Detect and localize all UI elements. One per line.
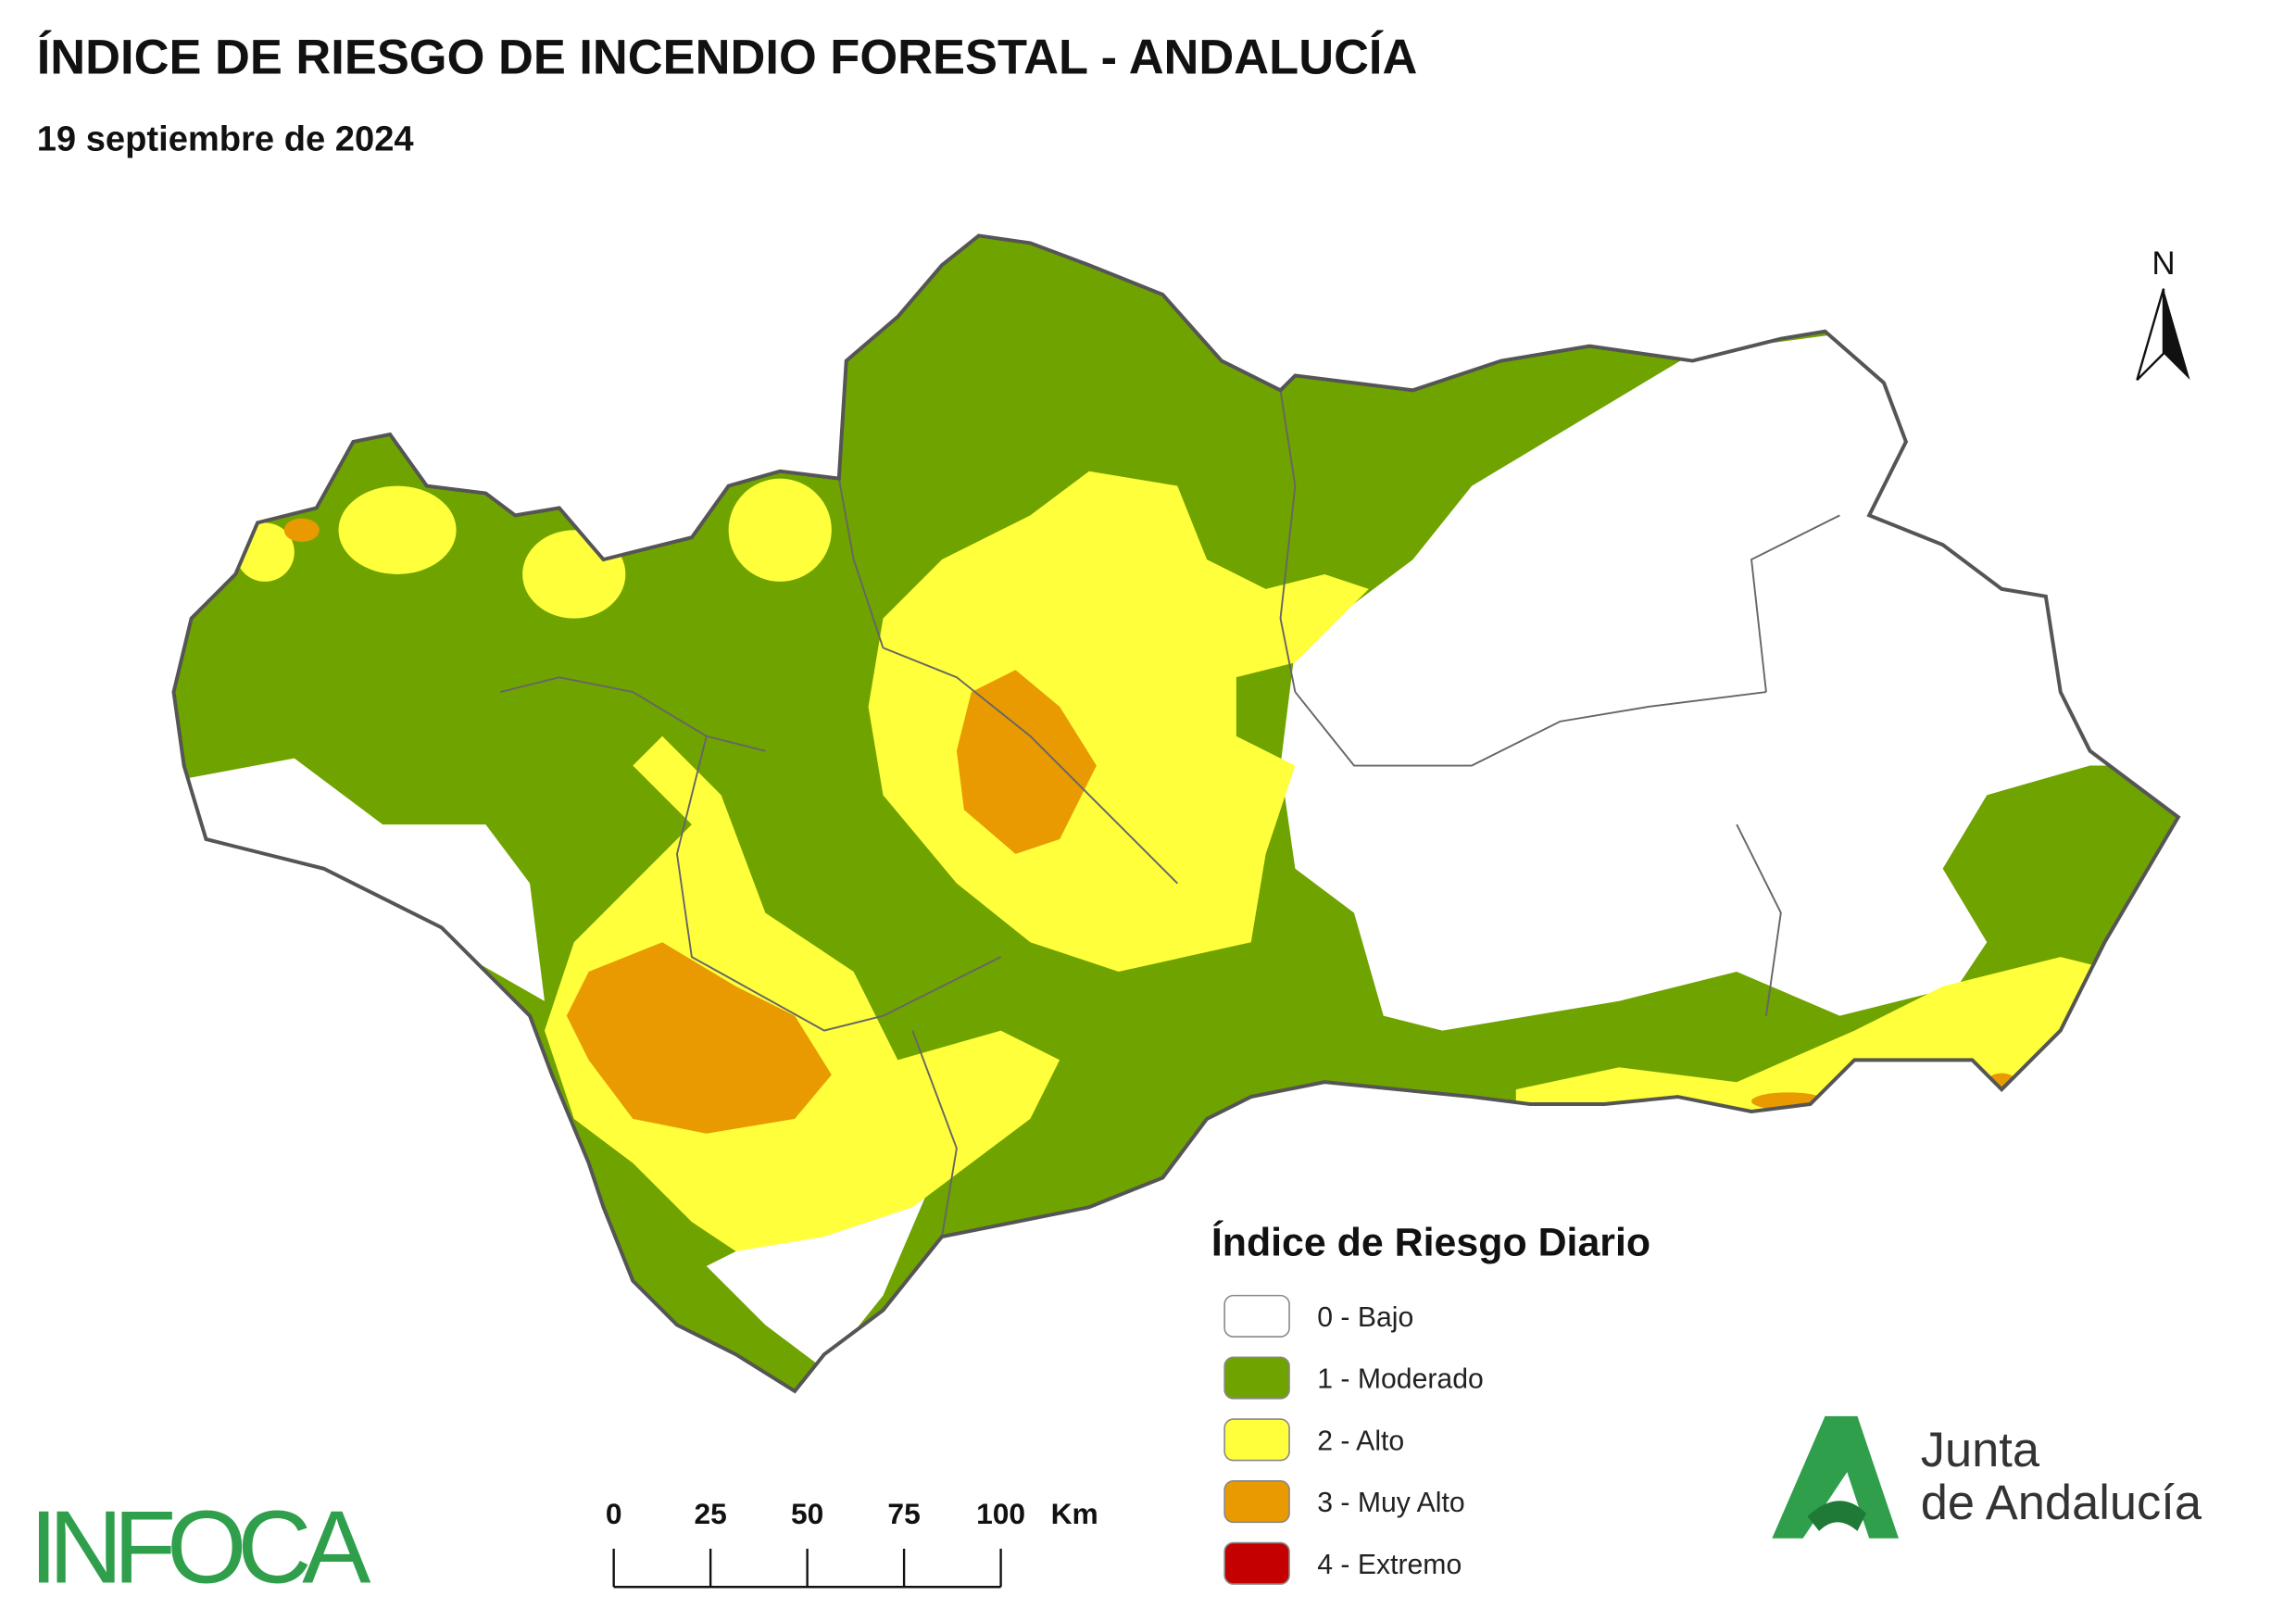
scale-label: 75 [887, 1497, 920, 1530]
zone-very-high [956, 670, 1097, 854]
legend-title: Índice de Riesgo Diario [1211, 1221, 1650, 1265]
zone-high [338, 485, 457, 574]
north-arrow [2136, 288, 2165, 382]
legend-swatch [1223, 1294, 1290, 1338]
zone-low [706, 1177, 928, 1370]
legend: Índice de Riesgo Diario 0 - Bajo 1 - Mode… [1211, 1221, 1650, 1585]
scale-unit: Km [1051, 1497, 1098, 1530]
scale-bar: 0 25 50 75 100 Km [606, 1497, 1098, 1589]
legend-label: 1 - Moderado [1317, 1364, 1484, 1395]
legend-label: 4 - Extremo [1317, 1550, 1462, 1580]
junta-logo-text: Junta [1921, 1424, 2040, 1477]
zone-high [868, 471, 1369, 973]
north-arrow [2163, 288, 2190, 381]
zone-very-high [283, 518, 320, 542]
zone-very-high [566, 942, 832, 1134]
legend-swatch [1223, 1480, 1290, 1524]
scale-label: 50 [791, 1497, 823, 1530]
legend-label: 2 - Alto [1317, 1426, 1404, 1456]
legend-swatch [1223, 1356, 1290, 1400]
scale-label: 0 [606, 1497, 622, 1530]
legend-swatch [1223, 1541, 1290, 1585]
scale-label: 25 [694, 1497, 726, 1530]
junta-logo-text: de Andalucía [1921, 1476, 2202, 1530]
legend-label: 0 - Bajo [1317, 1302, 1413, 1333]
legend-swatch [1223, 1418, 1290, 1462]
north-label: N [2152, 245, 2175, 282]
zone-high [522, 530, 626, 619]
subtitle: 19 septiembre de 2024 [37, 119, 414, 158]
junta-logo-mark [1772, 1415, 1899, 1539]
title: ÍNDICE DE RIESGO DE INCENDIO FORESTAL - … [37, 31, 1418, 85]
junta-logo-mark [1807, 1501, 1866, 1531]
zone-high [728, 478, 832, 582]
province-border [500, 390, 1840, 1238]
infoca-logo: INFOCA [30, 1489, 371, 1604]
scale-label: 100 [976, 1497, 1025, 1530]
legend-label: 3 - Muy Alto [1317, 1488, 1464, 1518]
